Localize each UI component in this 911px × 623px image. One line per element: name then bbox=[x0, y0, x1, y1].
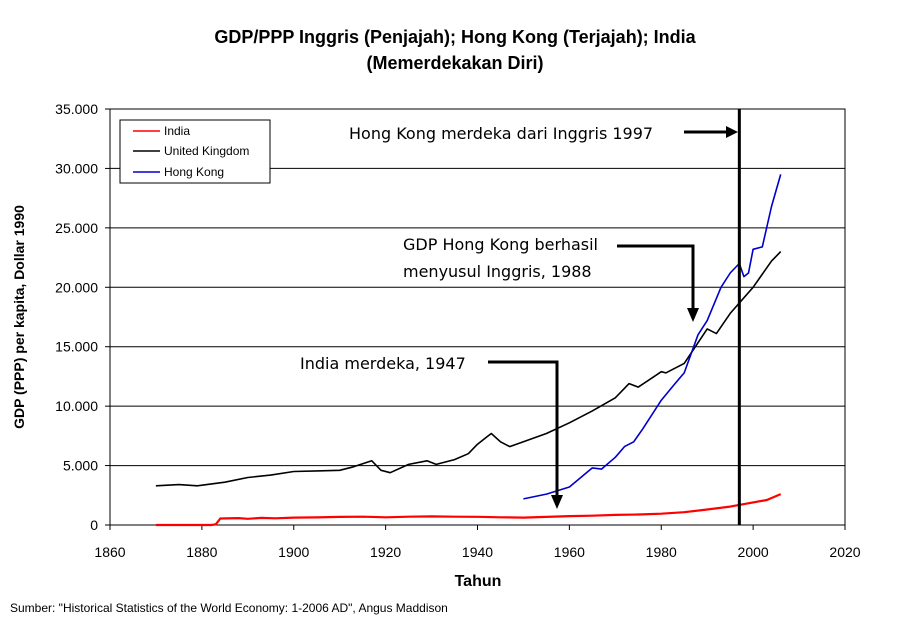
y-axis-ticks: 0 5.000 10.000 15.000 20.000 25.000 30.000 35.0… bbox=[55, 101, 110, 533]
series-line-united-kingdom bbox=[155, 251, 782, 487]
x-tick-label-1880: 1880 bbox=[186, 544, 217, 560]
x-axis-ticks: 1860 1880 1900 1920 1940 1960 1980 2000 2020 bbox=[94, 525, 861, 560]
annotation-hong-kong-overtakes-1988: GDP Hong Kong berhasil menyusul Inggris,… bbox=[403, 235, 699, 322]
y-tick-label-0: 0 bbox=[90, 517, 98, 533]
x-axis-label: Tahun bbox=[455, 573, 502, 590]
y-tick-label-15000: 15.000 bbox=[55, 339, 98, 355]
legend-label-united-kingdom: United Kingdom bbox=[164, 144, 249, 158]
annotation-hong-kong-1997: Hong Kong merdeka dari Inggris 1997 bbox=[349, 124, 738, 143]
series-line-india bbox=[155, 493, 782, 527]
y-tick-label-35000: 35.000 bbox=[55, 101, 98, 117]
annotation-arrow-line-overtakes bbox=[617, 244, 695, 310]
annotation-text-overtakes-line-2: menyusul Inggris, 1988 bbox=[403, 262, 592, 281]
annotation-india-1947: India merdeka, 1947 bbox=[300, 354, 563, 509]
x-tick-label-1980: 1980 bbox=[646, 544, 677, 560]
x-tick-label-2000: 2000 bbox=[738, 544, 769, 560]
annotation-arrowhead-hong-kong-1997 bbox=[726, 126, 738, 138]
y-tick-label-30000: 30.000 bbox=[55, 160, 98, 176]
y-tick-label-20000: 20.000 bbox=[55, 279, 98, 295]
y-axis-label: GDP (PPP) per kapita, Dollar 1990 bbox=[11, 205, 27, 429]
legend: India United Kingdom Hong Kong bbox=[119, 119, 271, 184]
x-tick-label-1940: 1940 bbox=[462, 544, 493, 560]
chart-title-line-2: (Memerdekakan Diri) bbox=[366, 53, 543, 73]
annotation-text-overtakes-line-1: GDP Hong Kong berhasil bbox=[403, 235, 598, 254]
gridlines bbox=[110, 167, 845, 467]
x-tick-label-2020: 2020 bbox=[829, 544, 860, 560]
y-tick-label-5000: 5.000 bbox=[63, 458, 98, 474]
annotation-arrowhead-overtakes bbox=[687, 308, 699, 322]
y-tick-label-25000: 25.000 bbox=[55, 220, 98, 236]
x-tick-label-1920: 1920 bbox=[370, 544, 401, 560]
x-tick-label-1960: 1960 bbox=[554, 544, 585, 560]
annotation-text-india-1947: India merdeka, 1947 bbox=[300, 354, 466, 373]
annotation-arrowhead-india-1947 bbox=[551, 495, 563, 509]
legend-label-india: India bbox=[164, 124, 190, 138]
x-tick-label-1900: 1900 bbox=[278, 544, 309, 560]
series-line-hong-kong bbox=[523, 174, 782, 500]
annotation-arrow-line-india-1947 bbox=[488, 360, 559, 497]
legend-label-hong-kong: Hong Kong bbox=[164, 165, 224, 179]
series-lines bbox=[155, 174, 782, 527]
chart-title-line-1: GDP/PPP Inggris (Penjajah); Hong Kong (T… bbox=[214, 27, 696, 47]
annotation-text-hong-kong-1997: Hong Kong merdeka dari Inggris 1997 bbox=[349, 124, 653, 143]
source-footnote: Sumber: "Historical Statistics of the Wo… bbox=[10, 601, 448, 615]
x-tick-label-1860: 1860 bbox=[94, 544, 125, 560]
y-tick-label-10000: 10.000 bbox=[55, 398, 98, 414]
